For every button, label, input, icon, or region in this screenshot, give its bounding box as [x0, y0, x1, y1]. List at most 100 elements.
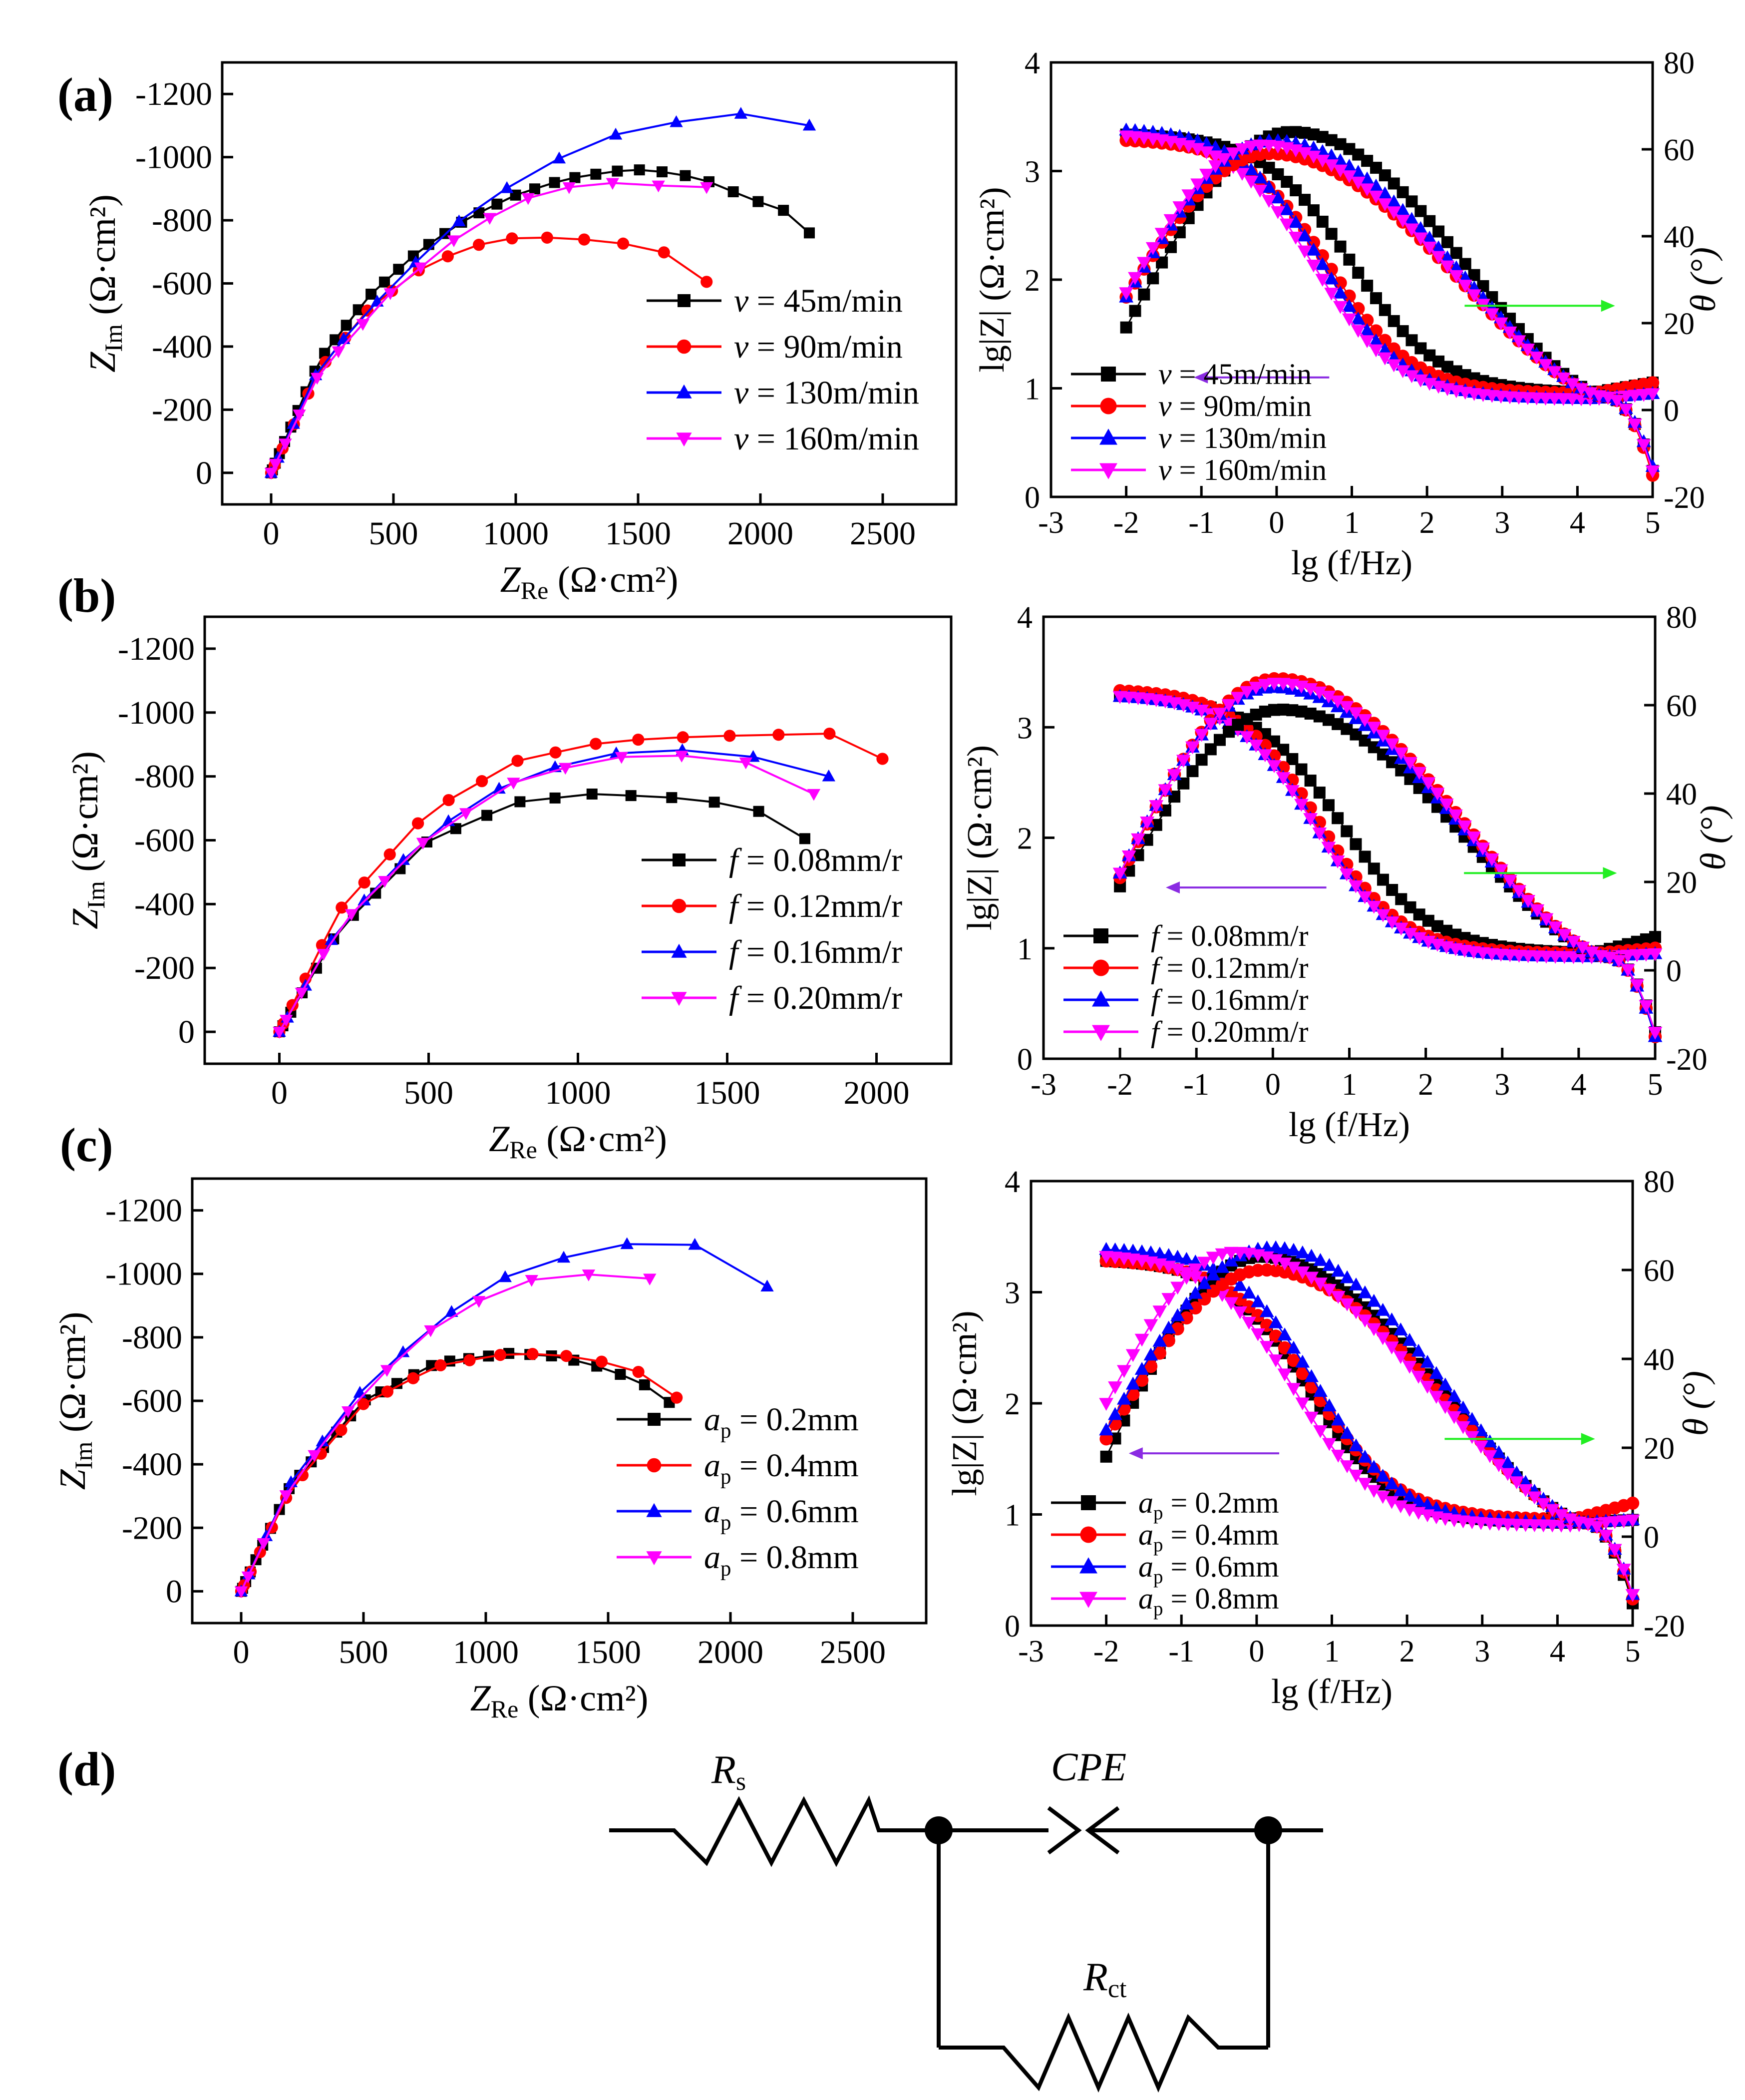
impedance-point	[1646, 376, 1660, 390]
phase-point	[1134, 1333, 1149, 1347]
phase-point	[1539, 913, 1554, 926]
y2-tick-label: 60	[1664, 133, 1695, 167]
data-point	[666, 792, 678, 804]
x-axis-title: lg (f/Hz)	[1271, 1673, 1393, 1711]
data-point	[279, 1490, 293, 1502]
phase-point	[1521, 894, 1536, 908]
y-tick-label: -200	[122, 1510, 182, 1546]
legend-value: = 0.08mm/r	[1159, 919, 1309, 952]
phase-point	[1172, 201, 1187, 214]
phase-point	[1145, 242, 1160, 255]
impedance-point	[1305, 1380, 1318, 1394]
phase-point	[1602, 951, 1617, 965]
data-point	[396, 1345, 410, 1357]
phase-point	[1351, 165, 1366, 178]
phase-point	[1295, 1266, 1310, 1279]
legend-var: v	[734, 283, 749, 319]
phase-point	[1466, 832, 1481, 844]
data-point	[739, 757, 752, 770]
y-tick-label: 0	[1025, 481, 1040, 515]
phase-point	[1324, 159, 1339, 172]
phase-point	[1607, 1544, 1622, 1557]
data-point	[680, 170, 691, 181]
phase-point	[1197, 1276, 1212, 1289]
phase-point	[1411, 1370, 1426, 1384]
data-point	[483, 213, 496, 225]
impedance-point	[1286, 1340, 1301, 1354]
impedance-point	[1358, 891, 1373, 904]
impedance-point	[1334, 276, 1347, 290]
data-point	[549, 792, 561, 804]
impedance-point	[1351, 325, 1366, 338]
legend-marker-1	[1093, 928, 1108, 943]
x-tick-label: 1	[1324, 1635, 1340, 1669]
legend-var-sub: p	[1153, 1534, 1163, 1556]
phase-point	[1457, 820, 1472, 834]
legend-label-3: v = 130m/min	[1158, 421, 1327, 454]
legend-marker-2	[1100, 398, 1117, 415]
phase-point	[1179, 1271, 1194, 1285]
phase-point	[1440, 260, 1455, 274]
y-tick-label: -1200	[135, 76, 212, 112]
data-point	[379, 276, 390, 288]
x-tick-label: 2000	[844, 1075, 910, 1111]
phase-point	[1467, 289, 1481, 303]
phase-point	[1306, 150, 1321, 164]
impedance-point	[1394, 922, 1408, 936]
data-point	[586, 788, 598, 800]
impedance-point	[1306, 242, 1321, 256]
x-axis-var: Z	[470, 1678, 491, 1719]
impedance-point	[1625, 1514, 1640, 1528]
phase-point	[1456, 1400, 1470, 1414]
phase-point	[1493, 317, 1508, 331]
impedance-point	[1618, 391, 1633, 404]
phase-point	[1411, 1343, 1426, 1357]
phase-point	[1108, 1381, 1122, 1394]
data-point	[361, 304, 374, 317]
data-point	[257, 1538, 271, 1550]
x-tick-label: 1000	[483, 515, 549, 552]
x-tick-label: 4	[1570, 506, 1585, 540]
impedance-point	[1349, 1438, 1364, 1452]
phase-point	[1450, 247, 1462, 259]
phase-point	[1369, 190, 1384, 204]
phase-point	[1185, 741, 1200, 755]
x-axis-unit: (Ω·cm²)	[518, 1678, 648, 1719]
x-tick-label: 2500	[850, 515, 916, 552]
data-point	[615, 752, 628, 764]
data-point	[541, 231, 553, 244]
y-tick-label: 2	[1005, 1387, 1020, 1421]
phase-point	[1376, 1302, 1391, 1316]
impedance-point	[1378, 343, 1393, 356]
impedance-point	[1331, 1412, 1346, 1426]
impedance-point	[1271, 190, 1285, 204]
x-tick-label: 2	[1418, 1068, 1433, 1102]
phase-point	[1502, 326, 1517, 340]
x-tick-label: 0	[271, 1075, 288, 1111]
data-point	[582, 1269, 596, 1281]
phase-point	[1648, 1027, 1663, 1040]
impedance-point	[1240, 731, 1254, 745]
data-point	[507, 778, 520, 790]
legend-value: = 90m/min	[748, 329, 903, 365]
phase-point	[1491, 1445, 1506, 1458]
impedance-point	[1242, 1285, 1256, 1299]
phase-point	[1295, 1245, 1310, 1259]
impedance-point	[1379, 304, 1391, 316]
phase-point	[1393, 1322, 1408, 1336]
impedance-point	[1339, 868, 1354, 881]
phase-point	[1378, 186, 1393, 199]
resistor-rs-symbol	[649, 1795, 939, 1867]
y-tick-label: -600	[134, 823, 195, 859]
chart-a-bode: -3 -2 -1 0 1 2 3 4 5 0 1 2 3 4 -20 0 20 40 60 80 lg (f/Hz) lg…	[973, 46, 1723, 582]
legend-value: = 0.12mm/r	[1159, 951, 1309, 984]
phase-point	[1230, 692, 1245, 705]
x-tick-label: -3	[1038, 506, 1064, 540]
impedance-point	[1616, 1515, 1631, 1529]
phase-point	[1116, 1365, 1131, 1378]
y-tick-label: 4	[1005, 1165, 1020, 1199]
phase-point	[1554, 1509, 1569, 1522]
y2-tick-label: 60	[1644, 1254, 1675, 1288]
